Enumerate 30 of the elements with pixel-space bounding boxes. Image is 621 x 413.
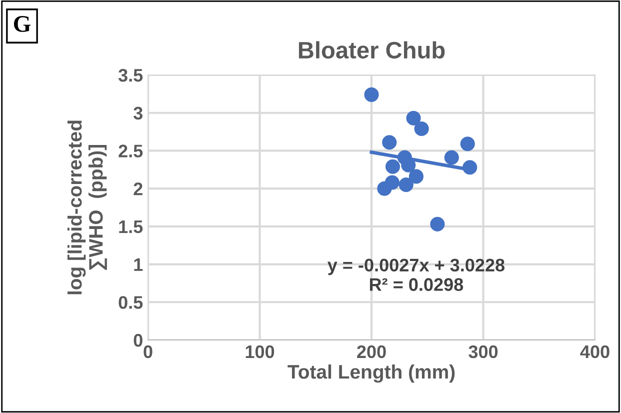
x-tick-label: 100 [246, 345, 274, 358]
point [460, 136, 475, 152]
point [414, 121, 429, 136]
point [364, 87, 379, 102]
point [462, 160, 478, 175]
point [406, 110, 421, 126]
y-axis-title: log [lipid-corrected ∑WHO (ppb)] [67, 120, 107, 294]
chart-title: Bloater Chub [298, 41, 445, 59]
y-tick-label: 3.5 [118, 68, 143, 82]
x-axis-title: Total Length (mm) [288, 364, 455, 383]
y-tick-label: 1.5 [119, 220, 143, 234]
x-tick-label: 0 [144, 345, 152, 358]
point [444, 150, 459, 165]
y-tick-label: 3 [134, 106, 142, 120]
text: G [14, 16, 31, 32]
y-tick-label: 0.5 [118, 296, 143, 309]
y-tick-label: 0 [134, 334, 142, 347]
y-tick-label: 1 [134, 258, 143, 271]
point [377, 181, 392, 196]
x-tick-label: 400 [580, 345, 610, 358]
point [385, 159, 400, 174]
point [382, 135, 397, 150]
x-tick-label: 200 [357, 345, 386, 358]
point [398, 178, 414, 192]
x-tick-label: 300 [468, 345, 498, 358]
point [430, 216, 445, 232]
y-tick-label: 2 [134, 182, 142, 196]
annotation: y = -0.0027x + 3.0228 R² = 0.0298 [328, 258, 504, 291]
point [408, 169, 424, 184]
y-tick-label: 2.5 [118, 144, 143, 158]
